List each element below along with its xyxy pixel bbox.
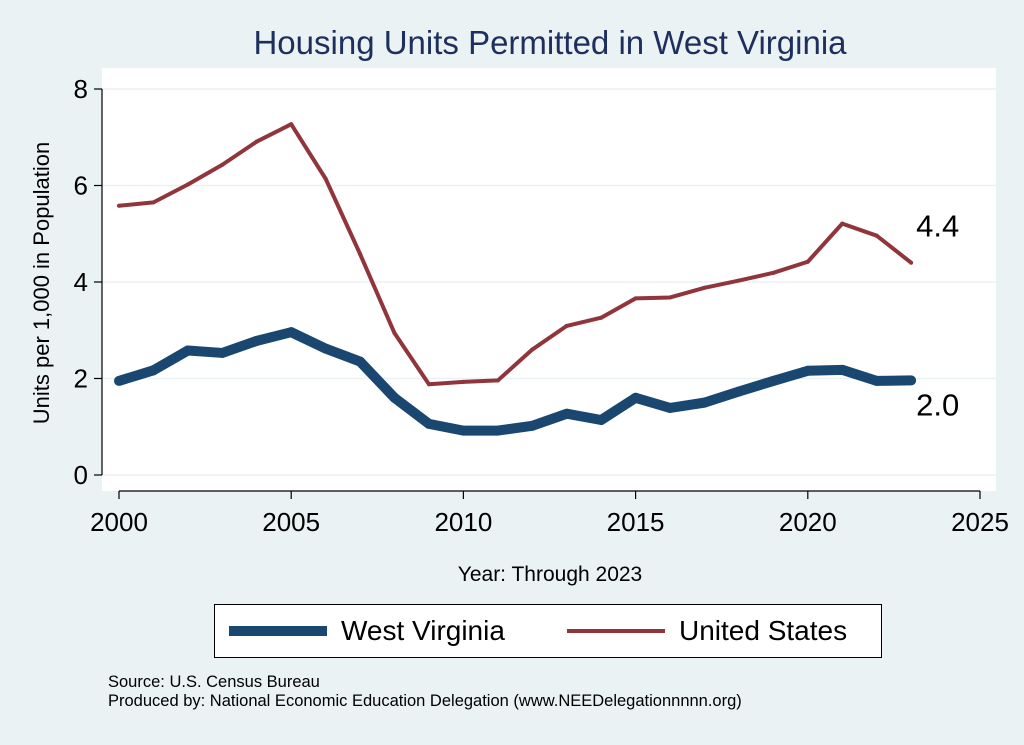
data-point-west-virginia — [458, 425, 469, 436]
data-point-west-virginia — [251, 335, 262, 346]
data-point-west-virginia — [114, 375, 124, 386]
legend-swatch-west-virginia — [229, 626, 327, 636]
series-line-west-virginia — [117, 327, 912, 436]
series-line-united-states — [118, 122, 913, 387]
data-point-united-states — [599, 315, 604, 320]
data-point-west-virginia — [596, 414, 607, 425]
x-axis-label: Year: Through 2023 — [457, 563, 643, 586]
data-point-west-virginia — [837, 364, 848, 375]
data-point-united-states — [117, 203, 121, 208]
data-point-west-virginia — [871, 375, 882, 386]
data-point-west-virginia — [217, 347, 228, 358]
y-tick-label: 6 — [74, 171, 88, 201]
source-note: Source: U.S. Census Bureau Produced by: … — [108, 673, 742, 711]
data-point-west-virginia — [423, 418, 434, 429]
x-tick-label: 2010 — [434, 507, 492, 537]
legend-label-west-virginia: West Virginia — [341, 615, 505, 646]
legend-item-west-virginia: West Virginia — [229, 605, 505, 657]
data-point-west-virginia — [492, 425, 503, 436]
data-point-united-states — [771, 270, 776, 275]
data-point-united-states — [461, 379, 466, 384]
x-tick-label: 2015 — [607, 507, 665, 537]
data-point-united-states — [392, 331, 397, 336]
data-point-united-states — [874, 233, 879, 238]
y-tick-label: 8 — [74, 74, 88, 104]
data-point-united-states — [495, 378, 500, 383]
data-point-united-states — [254, 139, 259, 144]
data-point-west-virginia — [630, 392, 641, 403]
data-point-west-virginia — [527, 420, 538, 431]
legend-label-united-states: United States — [679, 615, 848, 646]
data-point-united-states — [220, 162, 225, 167]
legend-item-united-states: United States — [567, 605, 847, 657]
data-point-united-states — [702, 285, 707, 290]
data-point-united-states — [668, 295, 673, 300]
data-point-united-states — [530, 347, 535, 352]
data-point-west-virginia — [906, 375, 917, 386]
data-point-west-virginia — [561, 408, 572, 419]
plot-area — [102, 68, 996, 491]
data-point-united-states — [185, 182, 190, 187]
data-point-west-virginia — [802, 365, 813, 376]
legend: West Virginia United States — [214, 604, 882, 658]
source-line: Source: U.S. Census Bureau — [108, 673, 320, 691]
data-point-united-states — [151, 200, 156, 205]
x-tick-label: 2005 — [262, 507, 320, 537]
data-point-west-virginia — [389, 392, 400, 403]
legend-swatch-united-states — [567, 629, 665, 633]
x-tick-label: 2020 — [779, 507, 837, 537]
end-label-united-states: 4.4 — [916, 209, 959, 244]
y-tick-label: 2 — [74, 364, 88, 394]
data-point-west-virginia — [182, 345, 193, 356]
y-axis-label: Units per 1,000 in Population — [29, 141, 54, 425]
axes: 0 2 4 6 8 2000 2005 2010 2015 2020 2025 — [74, 74, 1009, 537]
x-tick-label: 2000 — [90, 507, 148, 537]
end-labels: 4.4 2.0 — [916, 209, 959, 423]
data-point-united-states — [805, 259, 810, 264]
data-point-west-virginia — [665, 402, 676, 413]
y-tick-label: 0 — [74, 460, 88, 490]
x-tick-label: 2025 — [951, 507, 1009, 537]
data-point-west-virginia — [148, 365, 159, 376]
data-point-west-virginia — [355, 356, 366, 367]
data-point-united-states — [840, 221, 845, 226]
data-point-west-virginia — [699, 397, 710, 408]
producer-line: Produced by: National Economic Education… — [108, 692, 742, 710]
data-point-united-states — [358, 252, 363, 257]
chart-title: Housing Units Permitted in West Virginia — [253, 24, 847, 61]
data-point-united-states — [426, 382, 431, 387]
data-point-west-virginia — [320, 343, 331, 354]
end-label-west-virginia: 2.0 — [916, 387, 959, 422]
y-tick-label: 4 — [74, 267, 88, 297]
data-point-west-virginia — [768, 375, 779, 386]
data-point-west-virginia — [733, 386, 744, 397]
series-group — [114, 122, 917, 436]
data-point-united-states — [633, 296, 638, 301]
data-point-united-states — [909, 260, 914, 265]
data-point-united-states — [323, 176, 328, 181]
data-point-united-states — [564, 323, 569, 328]
data-point-united-states — [736, 278, 741, 283]
gridlines — [102, 88, 996, 476]
data-point-united-states — [289, 122, 294, 127]
data-point-west-virginia — [286, 327, 297, 338]
